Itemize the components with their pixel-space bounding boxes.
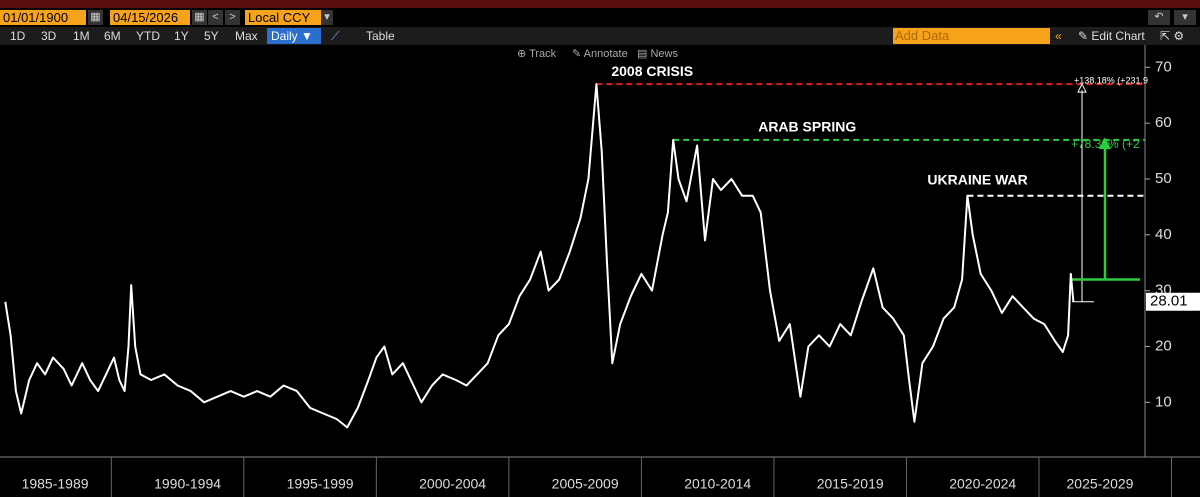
arrow-head [1098, 137, 1112, 150]
add-data[interactable]: Add Data [893, 28, 1050, 44]
x-tick-label: 2020-2024 [949, 476, 1016, 492]
collapse[interactable]: « [1055, 29, 1062, 43]
period-button[interactable]: Max [235, 29, 258, 43]
x-tick-label: 1990-1994 [154, 476, 221, 492]
measure-label: +78.30% (+2 [1071, 137, 1140, 151]
calendar-icon[interactable]: ▦ [192, 10, 207, 25]
period-button[interactable]: 1M [73, 29, 90, 43]
y-tick-label: 20 [1155, 337, 1172, 354]
last-price-label: 28.01 [1150, 293, 1188, 310]
menu[interactable]: ▾ [1174, 10, 1196, 25]
y-tick-label: 50 [1155, 170, 1172, 187]
period-button[interactable]: 1D [10, 29, 26, 43]
y-tick-label: 70 [1155, 58, 1172, 75]
y-tick-label: 60 [1155, 114, 1172, 131]
track-label: Track [529, 48, 557, 60]
x-tick-label: 2000-2004 [419, 476, 486, 492]
period-button[interactable]: 3D [41, 29, 57, 43]
start-date[interactable]: 01/01/1900 [0, 10, 86, 25]
news-label: News [650, 48, 678, 60]
x-tick-label: 2010-2014 [684, 476, 751, 492]
period-button[interactable]: 5Y [204, 29, 219, 43]
period-button[interactable]: YTD [136, 29, 160, 43]
table-button[interactable]: Table [366, 29, 395, 43]
toolbar-row: Daily ▼ ⟋ Table Add Data « ✎ Edit Chart … [0, 27, 1200, 45]
title-strip [0, 0, 1200, 8]
x-tick-label: 1995-1999 [287, 476, 354, 492]
currency[interactable]: Local CCY [245, 10, 321, 25]
settings[interactable]: ⇱ ⚙ [1160, 29, 1185, 43]
y-tick-label: 10 [1155, 393, 1172, 410]
annotation-label: UKRAINE WAR [927, 171, 1027, 187]
prev-button[interactable]: < [208, 10, 223, 25]
frequency[interactable]: Daily ▼ [267, 28, 321, 44]
last-price-box [1146, 292, 1200, 311]
next-button[interactable]: > [225, 10, 240, 25]
y-tick-label: 40 [1155, 226, 1172, 243]
annotation-label: ARAB SPRING [758, 119, 856, 135]
measure-label: +138.18% (+231.9 [1074, 75, 1148, 85]
period-button[interactable]: 1Y [174, 29, 189, 43]
news-tool[interactable]: ▤ News [637, 48, 678, 60]
x-tick-label: 1985-1989 [22, 476, 89, 492]
x-tick-label: 2015-2019 [817, 476, 884, 492]
price-line [4, 83, 1075, 429]
x-tick-label: 2025-2029 [1067, 476, 1134, 492]
arrow-head [1077, 82, 1087, 93]
undo[interactable]: ↶ [1148, 10, 1170, 25]
annotate-tool[interactable]: ✎ Annotate [572, 48, 628, 60]
x-tick-label: 2005-2009 [552, 476, 619, 492]
dropdown[interactable]: ▾ [321, 10, 333, 25]
annotation-label: 2008 CRISIS [611, 63, 693, 79]
period-button[interactable]: 6M [104, 29, 121, 43]
annotate-label: Annotate [583, 48, 628, 60]
end-date[interactable]: 04/15/2026 [110, 10, 190, 25]
frequency-label: Daily [271, 29, 298, 43]
toolbar-row: 01/01/1900 ▦ 04/15/2026 ▦ < > Local CCY … [0, 8, 1200, 27]
edit-chart-label: Edit Chart [1091, 29, 1145, 43]
chart-icon[interactable]: ⟋ [331, 29, 340, 43]
track-tool[interactable]: ⊕ Track [517, 48, 557, 60]
edit-chart[interactable]: ✎ Edit Chart [1078, 29, 1145, 43]
calendar-icon[interactable]: ▦ [88, 10, 103, 25]
